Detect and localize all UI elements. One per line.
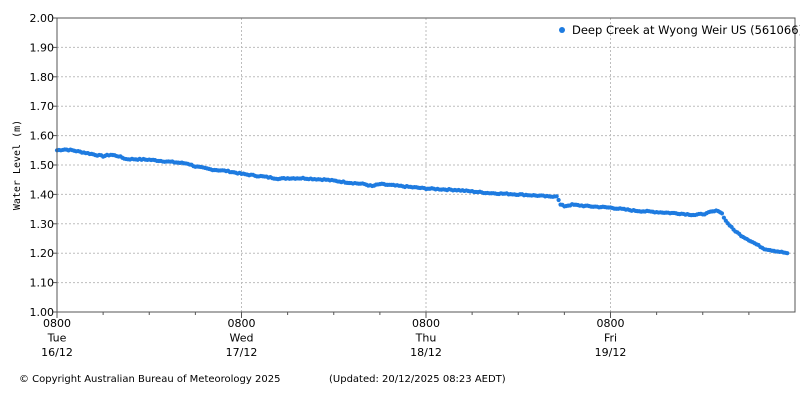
y-tick-label: 1.50 [30, 159, 55, 172]
y-tick-label: 2.00 [30, 12, 55, 25]
grid-lines [57, 18, 795, 312]
water-level-chart: 1.00 1.10 1.20 1.30 1.40 1.50 1.60 1.70 1.80 1.90… [12, 12, 800, 359]
y-tick-label: 1.60 [30, 130, 55, 143]
legend: Deep Creek at Wyong Weir US (561066) [559, 23, 800, 37]
x-tick-label-day: Thu [415, 332, 437, 345]
data-point [556, 197, 561, 203]
y-tick-label: 1.10 [30, 277, 55, 290]
y-tick-label: 1.90 [30, 41, 55, 54]
y-axis-label: Water Level (m) [12, 120, 23, 210]
series-points [54, 147, 790, 256]
plot-frame [56, 17, 796, 313]
y-axis: 1.00 1.10 1.20 1.30 1.40 1.50 1.60 1.70 1.80 1.90… [30, 12, 57, 319]
updated-timestamp: (Updated: 20/12/2025 08:23 AEDT) [329, 374, 506, 385]
legend-label: Deep Creek at Wyong Weir US (561066) [572, 23, 800, 37]
y-tick-label: 1.70 [30, 100, 55, 113]
x-tick-label-day: Fri [604, 332, 617, 345]
x-tick-label-day: Tue [47, 332, 67, 345]
x-tick-label-time: 0800 [43, 317, 71, 330]
x-tick-label-date: 19/12 [595, 346, 627, 359]
x-tick-label-date: 16/12 [41, 346, 73, 359]
data-point [554, 194, 559, 199]
legend-marker [559, 27, 565, 33]
copyright-text: © Copyright Australian Bureau of Meteoro… [19, 374, 281, 385]
x-tick-label-time: 0800 [412, 317, 440, 330]
y-tick-label: 1.20 [30, 247, 55, 260]
x-tick-label-date: 17/12 [226, 346, 258, 359]
y-tick-label: 1.00 [30, 306, 55, 319]
y-tick-label: 1.30 [30, 218, 55, 231]
x-tick-label-date: 18/12 [410, 346, 442, 359]
x-tick-label-day: Wed [230, 332, 254, 345]
y-tick-label: 1.80 [30, 71, 55, 84]
data-point [719, 211, 725, 216]
data-point [721, 215, 726, 220]
x-tick-label-time: 0800 [228, 317, 256, 330]
x-tick-label-time: 0800 [597, 317, 625, 330]
data-point [785, 251, 790, 256]
y-tick-label: 1.40 [30, 188, 55, 201]
